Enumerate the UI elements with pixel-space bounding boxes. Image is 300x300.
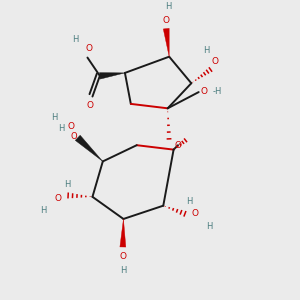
Text: O: O <box>68 122 75 131</box>
Text: O: O <box>192 208 199 217</box>
Text: O: O <box>162 16 169 25</box>
Text: H: H <box>72 35 78 44</box>
Text: O: O <box>85 44 92 53</box>
Polygon shape <box>100 73 125 79</box>
Polygon shape <box>120 219 126 247</box>
Text: H: H <box>206 222 212 231</box>
Text: O: O <box>54 194 61 203</box>
Polygon shape <box>75 135 103 161</box>
Text: O: O <box>87 101 94 110</box>
Text: H: H <box>186 197 192 206</box>
Text: H: H <box>165 2 172 11</box>
Text: H: H <box>203 46 209 55</box>
Text: O: O <box>71 132 77 141</box>
Text: H: H <box>120 266 127 275</box>
Text: O: O <box>212 57 218 66</box>
Polygon shape <box>163 28 169 57</box>
Text: H: H <box>52 113 58 122</box>
Text: -H: -H <box>212 87 222 96</box>
Text: O: O <box>175 141 182 150</box>
Text: O: O <box>200 87 207 96</box>
Text: H: H <box>64 180 70 189</box>
Text: H: H <box>40 206 46 214</box>
Text: O: O <box>119 252 126 261</box>
Text: H: H <box>58 124 65 134</box>
